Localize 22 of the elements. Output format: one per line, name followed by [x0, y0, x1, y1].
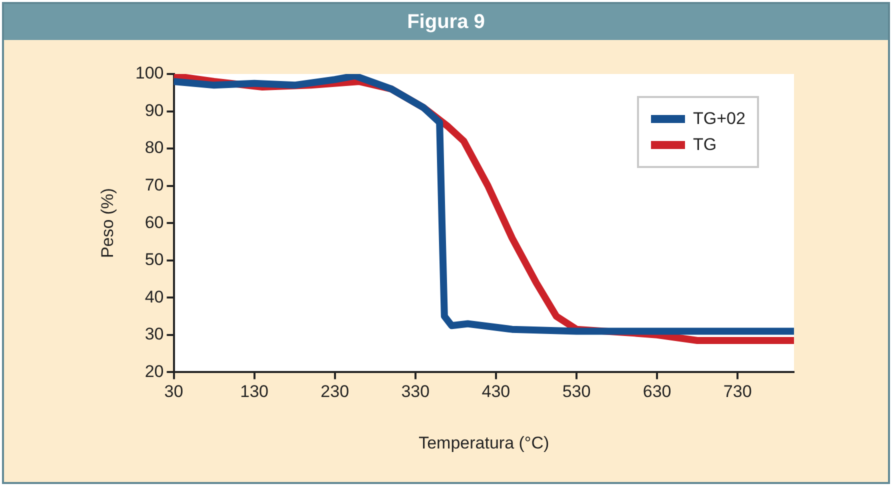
y-tick-label: 70: [144, 176, 164, 195]
y-tick-label: 50: [144, 250, 164, 270]
y-tick-label: 30: [144, 324, 164, 344]
y-tick-label: 100: [135, 64, 164, 83]
x-tick-label: 630: [642, 382, 672, 402]
x-tick-label: 130: [240, 382, 268, 402]
legend-label: TG+02: [693, 109, 746, 129]
x-tick-label: 330: [401, 382, 430, 402]
x-axis-title: Temperatura (°C): [418, 433, 550, 452]
y-tick-label: 80: [144, 138, 164, 158]
legend-label: TG: [693, 135, 717, 155]
y-tick-label: 20: [144, 362, 164, 381]
x-tick-label: 430: [482, 382, 510, 402]
chart-title: Figura 9: [4, 4, 888, 40]
y-tick-label: 90: [144, 100, 164, 120]
x-tick-label: 530: [562, 382, 591, 402]
y-axis-title: Peso (%): [98, 188, 117, 258]
y-tick-label: 60: [144, 212, 164, 232]
x-tick-label: 730: [723, 382, 752, 402]
y-tick-label: 40: [144, 287, 164, 306]
x-tick-label: 30: [164, 382, 184, 402]
x-tick-label: 230: [320, 382, 350, 402]
